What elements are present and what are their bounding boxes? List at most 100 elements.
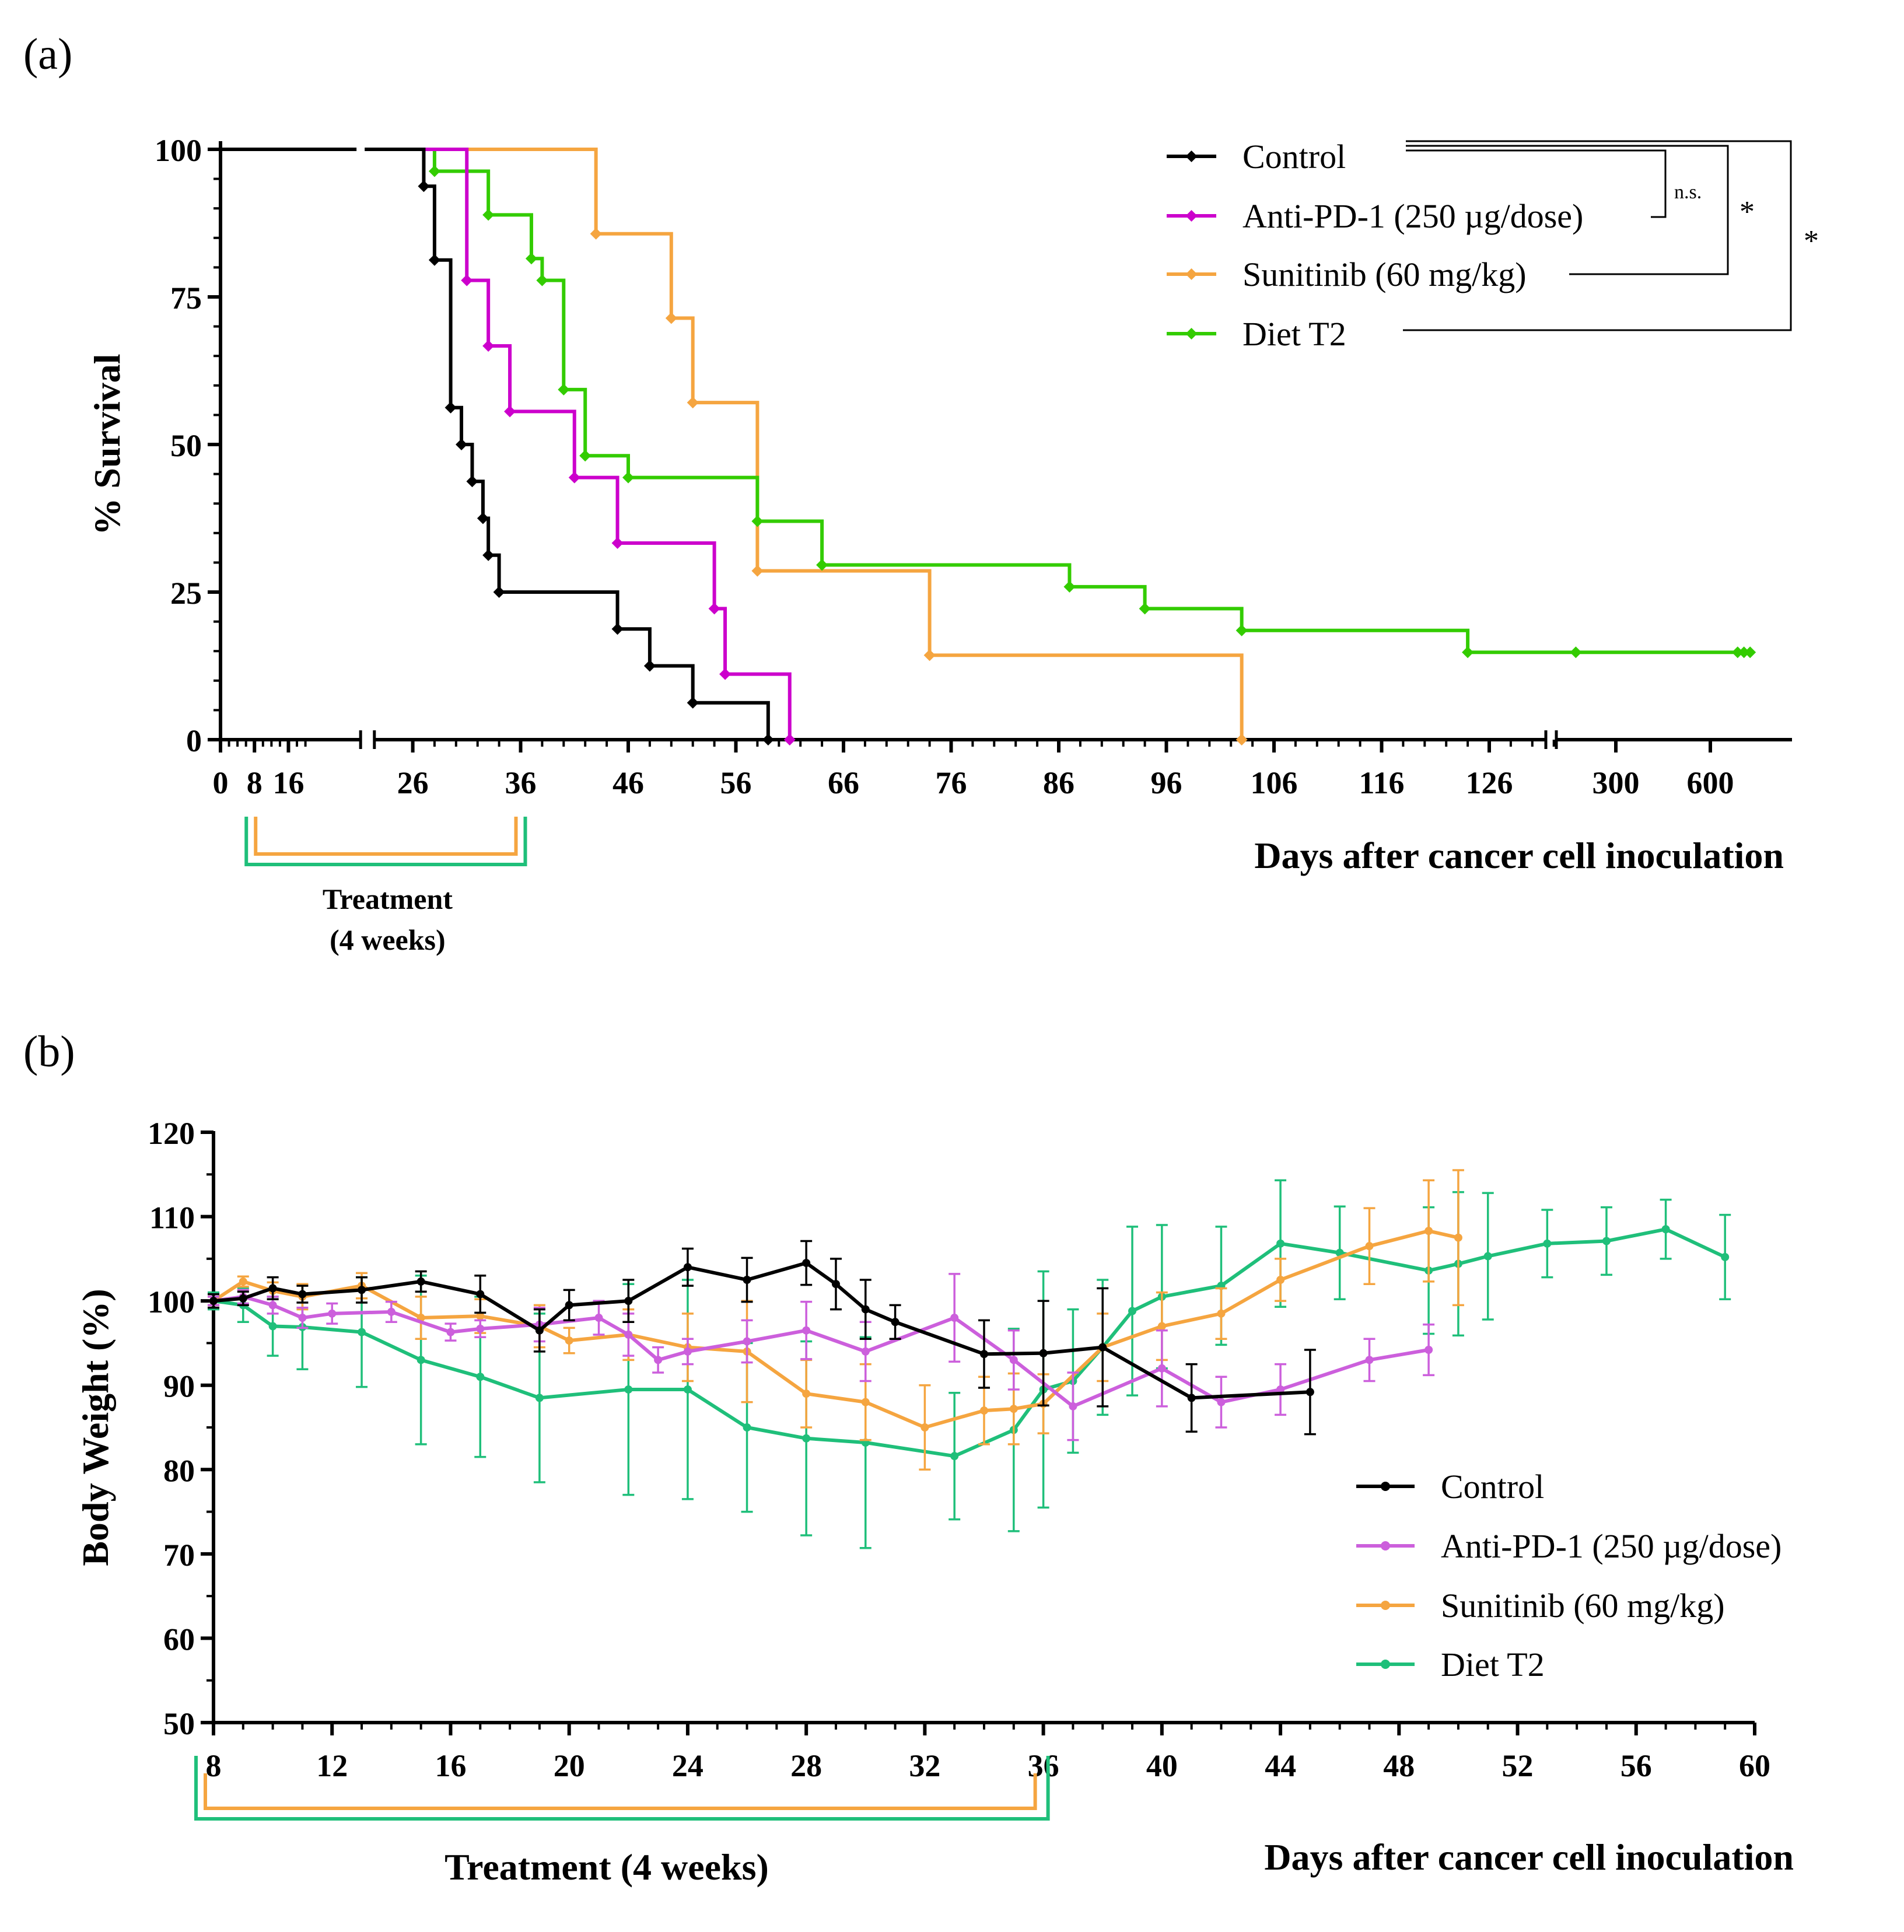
x-tick-label: 126 [1466,765,1513,800]
event-marker-anti-pd-1-250-g-dose [461,274,473,286]
data-point-anti-pd-1-250-g-dose [743,1337,751,1346]
x-tick-label: 20 [554,1748,585,1783]
data-point-diet-t2 [1661,1225,1670,1234]
weight-line-anti-pd-1-250-g-dose [213,1294,1429,1408]
x-tick-label: 28 [790,1748,822,1783]
y-tick-label: 80 [163,1453,195,1488]
survival-curve-diet-t2 [220,148,1751,654]
panel-a-series [220,145,1756,746]
data-point-anti-pd-1-250-g-dose [1157,1364,1166,1373]
event-marker-sunitinib-60-mg-kg [923,649,936,662]
y-tick-label: 90 [163,1369,195,1404]
x-tick-label: 40 [1146,1748,1178,1783]
data-point-sunitinib-60-mg-kg [1009,1405,1018,1413]
event-marker-diet-t2 [536,274,548,286]
data-point-anti-pd-1-250-g-dose [861,1347,870,1356]
event-marker-diet-t2 [482,209,495,221]
y-tick-label: 120 [148,1116,195,1151]
y-tick-label: 75 [170,281,202,316]
panel-b-legend: Control Anti-PD-1 (250 µg/dose) Sunitinib … [1356,1468,1782,1684]
censor-marker-diet-t2 [1744,646,1756,659]
treatment-bracket-diet [194,1756,1050,1821]
data-point-diet-t2 [683,1385,692,1394]
y-tick-label: 100 [148,1284,195,1320]
data-point-control [298,1290,307,1298]
data-point-anti-pd-1-250-g-dose [298,1314,307,1322]
data-point-diet-t2 [1543,1239,1552,1248]
data-point-anti-pd-1-250-g-dose [594,1314,603,1322]
data-point-sunitinib-60-mg-kg [1217,1309,1226,1318]
data-point-control [416,1277,425,1286]
data-point-diet-t2 [358,1328,366,1336]
data-point-diet-t2 [624,1385,633,1394]
x-tick-label: 0 [213,765,229,800]
data-point-sunitinib-60-mg-kg [1157,1322,1166,1331]
weight-line-diet-t2 [213,1227,1726,1458]
data-point-control [802,1259,811,1268]
event-marker-sunitinib-60-mg-kg [590,228,602,240]
x-tick-label: 300 [1592,765,1640,800]
data-point-diet-t2 [1128,1307,1137,1315]
data-point-anti-pd-1-250-g-dose [1217,1398,1226,1406]
x-tick-label: 56 [1620,1748,1652,1783]
treatment-bracket-sunitinib [204,1773,1037,1810]
censor-marker-diet-t2 [1570,646,1582,659]
event-marker-diet-t2 [751,515,764,527]
data-point-anti-pd-1-250-g-dose [328,1309,337,1318]
data-point-control [1187,1394,1196,1402]
sig-label-diet: * [1804,225,1819,258]
data-point-control [239,1294,247,1303]
legend-label-sunitinib-60-mg-kg: Sunitinib (60 mg/kg) [1441,1587,1725,1625]
data-point-anti-pd-1-250-g-dose [624,1330,633,1339]
x-tick-label: 16 [272,765,304,800]
treatment-bracket-diet [244,817,527,866]
panel-a-label: (a) [23,30,72,79]
data-point-sunitinib-60-mg-kg [802,1390,811,1398]
data-point-anti-pd-1-250-g-dose [1365,1356,1374,1364]
data-point-diet-t2 [416,1356,425,1364]
data-point-diet-t2 [535,1394,544,1402]
survival-curve-sunitinib-60-mg-kg [220,148,1244,740]
event-marker-anti-pd-1-250-g-dose [708,603,720,615]
event-marker-control [611,623,624,635]
event-marker-anti-pd-1-250-g-dose [611,537,624,550]
event-marker-diet-t2 [558,383,570,396]
y-tick-label: 50 [170,428,202,463]
x-tick-label: 36 [505,765,537,800]
y-tick-label: 50 [163,1706,195,1741]
panel-a-treatment-annotation: Treatment (4 weeks) [244,817,527,956]
data-point-diet-t2 [1602,1237,1611,1245]
censor-marker-diet-t2 [1731,646,1744,659]
sig-bracket-sunitinib [1406,145,1729,275]
data-point-diet-t2 [1276,1239,1285,1248]
data-point-sunitinib-60-mg-kg [476,1312,485,1321]
event-marker-control [466,475,478,488]
x-tick-label: 32 [909,1748,940,1783]
x-tick-label: 600 [1687,765,1734,800]
data-point-diet-t2 [950,1452,959,1461]
event-marker-sunitinib-60-mg-kg [1236,734,1248,746]
x-tick-label: 24 [672,1748,704,1783]
y-tick-label: 110 [149,1200,195,1236]
event-marker-control [687,696,699,709]
data-point-control [831,1280,840,1289]
y-tick-label: 60 [163,1622,195,1657]
legend-label-sunitinib-60-mg-kg: Sunitinib (60 mg/kg) [1242,256,1527,293]
data-point-control [1098,1343,1107,1352]
event-marker-anti-pd-1-250-g-dose [783,734,796,746]
event-marker-diet-t2 [622,471,634,484]
y-tick-label: 100 [155,133,202,168]
data-point-diet-t2 [802,1434,811,1443]
data-point-diet-t2 [743,1423,751,1432]
data-point-anti-pd-1-250-g-dose [268,1301,277,1310]
y-tick-label: 25 [170,576,202,611]
data-point-sunitinib-60-mg-kg [921,1423,929,1432]
legend-marker-sunitinib-60-mg-kg [1185,268,1198,280]
y-axis-title: Body Weight (%) [75,1289,116,1566]
data-point-anti-pd-1-250-g-dose [446,1328,455,1336]
data-point-control [358,1286,366,1294]
censor-marker-diet-t2 [1738,646,1750,659]
data-point-sunitinib-60-mg-kg [980,1406,988,1415]
event-marker-diet-t2 [1462,646,1474,659]
